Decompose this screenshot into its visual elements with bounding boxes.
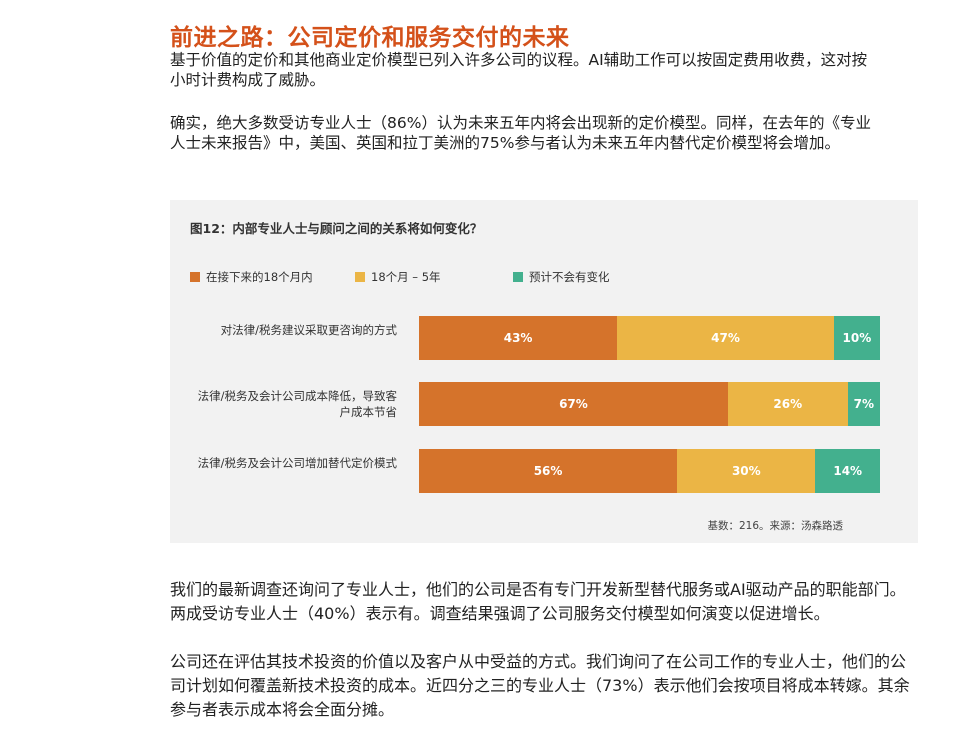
chart: 图12：内部专业人士与顾问之间的关系将如何变化？ 基数：216。来源：汤森路透 … xyxy=(170,200,918,543)
bar-row: 67% 26% 7% xyxy=(419,382,880,426)
bar-segment: 30% xyxy=(677,449,816,493)
paragraph: 公司还在评估其技术投资的价值以及客户从中受益的方式。我们询问了在公司工作的专业人… xyxy=(170,652,910,719)
bar-segment: 47% xyxy=(617,316,834,360)
legend-label: 在接下来的18个月内 xyxy=(206,270,313,284)
legend-swatch xyxy=(190,272,200,282)
bar-row: 56% 30% 14% xyxy=(419,449,880,493)
chart-note: 基数：216。来源：汤森路透 xyxy=(707,520,843,532)
data-label: 10% xyxy=(842,331,872,345)
paragraph: 基于价值的定价和其他商业定价模型已列入许多公司的议程。AI辅助工作可以按固定费用… xyxy=(170,51,868,89)
data-label: 14% xyxy=(833,464,863,478)
data-label: 47% xyxy=(711,331,740,345)
paragraph: 确实，绝大多数受访专业人士（86%）认为未来五年内将会出现新的定价模型。同样，在… xyxy=(170,114,871,152)
data-label: 43% xyxy=(503,331,533,345)
bar-segment: 26% xyxy=(727,382,848,426)
legend-label: 预计不会有变化 xyxy=(529,270,610,284)
data-label: 67% xyxy=(559,397,588,411)
bar-segment: 7% xyxy=(847,382,880,426)
legend-swatch xyxy=(513,272,523,282)
bar-segment: 14% xyxy=(815,449,880,493)
heading: 前进之路：公司定价和服务交付的未来 xyxy=(170,25,570,51)
bar-segment: 56% xyxy=(419,449,678,493)
bar-segment: 67% xyxy=(419,382,728,426)
paragraph: 我们的最新调查还询问了专业人士，他们的公司是否有专门开发新型替代服务或AI驱动产… xyxy=(170,580,906,623)
legend-item: 在接下来的18个月内 xyxy=(190,269,313,285)
data-label: 30% xyxy=(731,464,761,478)
category-label: 对法律/税务建议采取更咨询的方式 xyxy=(220,323,397,337)
bar-segment: 43% xyxy=(419,316,618,360)
data-label: 26% xyxy=(773,397,803,411)
legend-item: 18个月 – 5年 xyxy=(355,269,441,285)
bar-row: 43% 47% 10% xyxy=(419,316,880,360)
legend-label: 18个月 – 5年 xyxy=(371,270,441,284)
bar-segment: 10% xyxy=(833,316,880,360)
data-label: 56% xyxy=(533,464,563,478)
category-label: 法律/税务及会计公司成本降低，导致客户成本节省 xyxy=(197,389,397,419)
data-label: 7% xyxy=(853,397,875,411)
legend-swatch xyxy=(355,272,365,282)
category-label: 法律/税务及会计公司增加替代定价模式 xyxy=(197,456,397,470)
legend-item: 预计不会有变化 xyxy=(513,269,610,285)
chart-title: 图12：内部专业人士与顾问之间的关系将如何变化？ xyxy=(190,221,483,236)
